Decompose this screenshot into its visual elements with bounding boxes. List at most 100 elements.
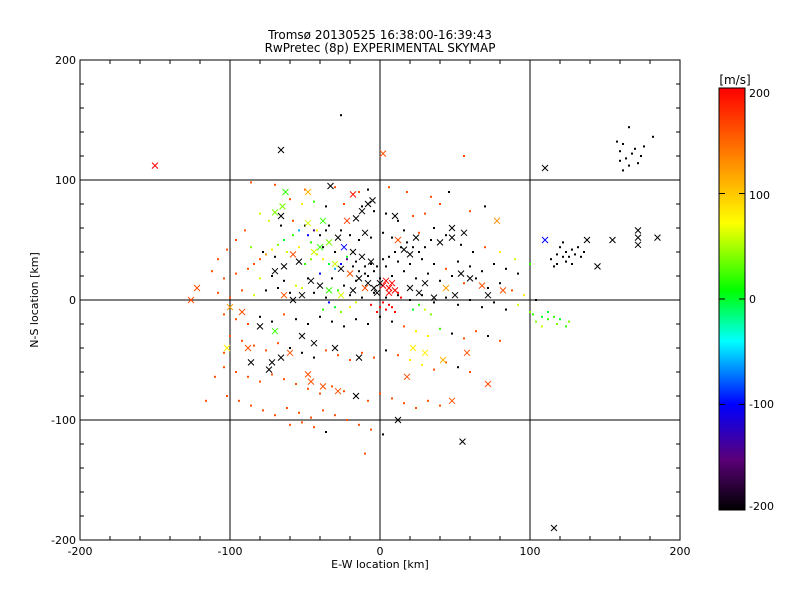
scatter-dot [310, 241, 312, 244]
scatter-dot [223, 351, 225, 354]
scatter-dot [334, 251, 336, 253]
scatter-dot [247, 267, 249, 270]
scatter-cross [337, 265, 345, 273]
scatter-dot [382, 301, 384, 304]
scatter-dot [409, 299, 411, 301]
scatter-dot [361, 205, 363, 208]
scatter-dot [439, 203, 441, 205]
scatter-dot [298, 411, 300, 414]
x-tick-labels: -200 -100 0 100 200 [68, 545, 691, 558]
scatter-dot [277, 342, 279, 345]
scatter-cross [280, 291, 288, 299]
scatter-dot [457, 366, 459, 369]
scatter-dot [319, 234, 321, 237]
scatter-cross [430, 294, 438, 301]
scatter-cross [286, 349, 294, 357]
scatter-dot [247, 323, 249, 325]
scatter-cross [369, 197, 376, 204]
scatter-dot [427, 272, 429, 275]
colorbar: [m/s] 200 100 0 -100 -200 [718, 73, 774, 513]
scatter-dot [529, 263, 531, 265]
scatter-dot [250, 404, 252, 407]
scatter-dot [427, 399, 429, 402]
scatter-dot [391, 236, 393, 239]
scatter-dot [358, 191, 360, 193]
scatter-dot [340, 263, 342, 265]
scatter-dot [379, 315, 381, 318]
scatter-cross [379, 150, 387, 157]
scatter-dot [469, 299, 471, 301]
scatter-dot [370, 428, 372, 431]
scatter-dot [484, 205, 486, 208]
scatter-dot [352, 265, 354, 268]
scatter-dot [355, 318, 357, 321]
scatter-cross [388, 279, 396, 287]
scatter-dot [271, 275, 273, 277]
scatter-dot [298, 229, 300, 232]
scatter-dot [262, 409, 264, 412]
scatter-dot [259, 258, 261, 261]
scatter-dot [382, 433, 384, 436]
scatter-dot [223, 313, 225, 316]
scatter-dot [271, 248, 273, 251]
scatter-dot [406, 241, 408, 244]
scatter-dot [400, 296, 402, 299]
scatter-dot [439, 327, 441, 330]
scatter-dot [343, 284, 345, 287]
scatter-dot [433, 263, 435, 265]
scatter-dot [577, 246, 579, 249]
scatter-cross [391, 287, 399, 294]
y-tick-labels: -200 -100 0 100 200 [51, 54, 76, 547]
scatter-cross [391, 212, 399, 220]
scatter-dot [274, 414, 276, 417]
scatter-cross [594, 263, 601, 270]
scatter-dot [418, 251, 420, 253]
scatter-dot [265, 349, 267, 352]
scatter-dot [343, 203, 345, 205]
scatter-dot [481, 270, 483, 273]
scatter-cross [367, 258, 375, 265]
scatter-dot [325, 349, 327, 352]
scatter-dot [235, 272, 237, 275]
scatter-cross [355, 354, 363, 361]
scatter-dot [310, 258, 312, 261]
scatter-dot [562, 255, 564, 258]
scatter-dot [211, 270, 213, 273]
scatter-dot [340, 229, 342, 232]
scatter-dot [343, 325, 345, 328]
scatter-dot [364, 265, 366, 268]
scatter-cross [634, 241, 642, 249]
scatter-cross [193, 284, 201, 292]
scatter-cross [654, 234, 661, 241]
scatter-dot [622, 143, 624, 145]
scatter-cross [307, 378, 315, 385]
scatter-dot [523, 294, 525, 297]
scatter-dot [340, 114, 342, 117]
scatter-dot [226, 248, 228, 251]
scatter-dot [250, 181, 252, 184]
scatter-cross [436, 239, 444, 246]
scatter-dot [514, 258, 516, 261]
scatter-dot [283, 239, 285, 241]
scatter-dot [628, 126, 630, 129]
scatter-dot [313, 200, 315, 203]
chart-title: Tromsø 20130525 16:38:00-16:39:43 [267, 28, 492, 42]
scatter-dot [373, 210, 375, 213]
colorbar-tick-labels: 200 100 0 -100 -200 [749, 87, 774, 513]
scatter-cross [268, 359, 276, 366]
y-tick-label: -200 [51, 534, 76, 547]
scatter-cross [541, 236, 549, 244]
scatter-dot [304, 263, 306, 265]
scatter-dot [307, 323, 309, 325]
scatter-dot [265, 253, 267, 256]
scatter-cross [466, 275, 474, 282]
scatter-dot [268, 219, 270, 222]
scatter-dot [247, 375, 249, 378]
scatter-cross [349, 287, 357, 294]
scatter-dot [325, 431, 327, 433]
scatter-dot [493, 301, 495, 304]
scatter-dot [628, 164, 630, 167]
scatter-cross [319, 217, 327, 225]
scatter-dot [280, 224, 282, 227]
scatter-dot [556, 323, 558, 325]
